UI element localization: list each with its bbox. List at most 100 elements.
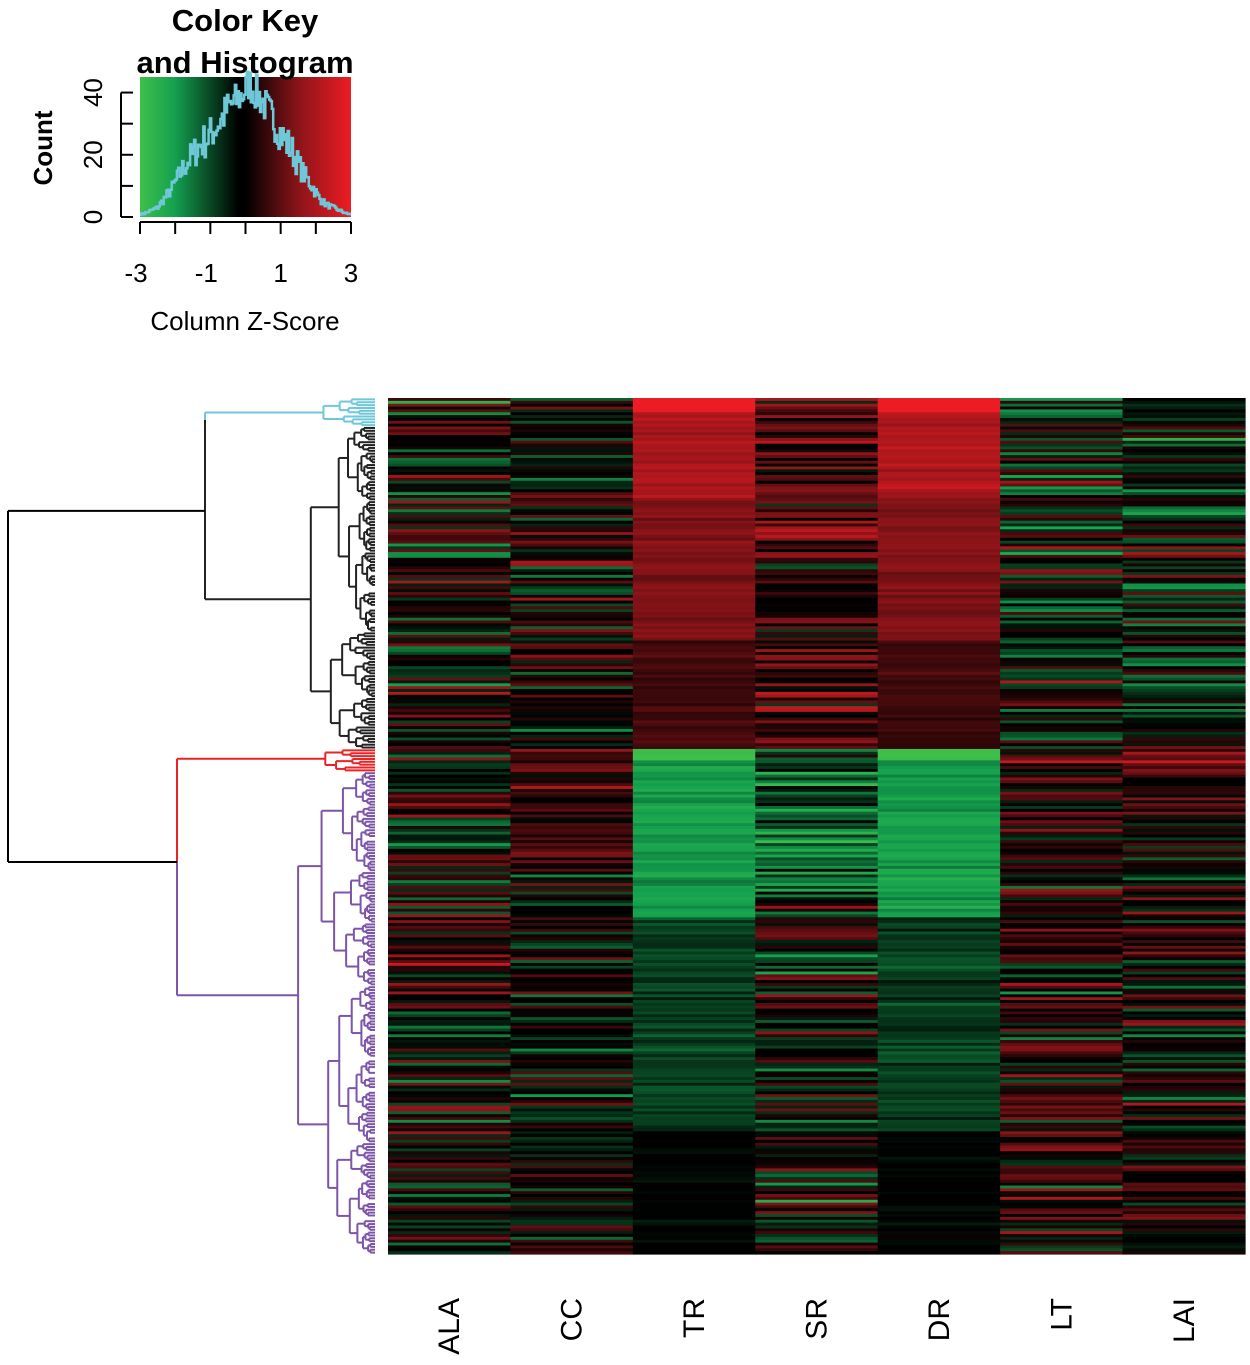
heatmap-cell	[632, 409, 756, 413]
heatmap-cell	[1000, 703, 1124, 707]
heatmap-cell	[388, 711, 512, 716]
heatmap-cell	[632, 962, 756, 967]
heatmap-cell	[877, 1085, 1001, 1090]
heatmap-cell	[632, 917, 756, 921]
heatmap-cell	[510, 754, 634, 759]
heatmap-cell	[1122, 512, 1246, 516]
heatmap-cell	[1122, 435, 1246, 439]
heatmap-cell	[1000, 757, 1124, 761]
heatmap-cell	[632, 791, 756, 796]
heatmap-cell	[755, 606, 879, 610]
heatmap-cell	[632, 1185, 756, 1189]
heatmap-cell	[1000, 514, 1124, 519]
heatmap-cell	[1122, 974, 1246, 978]
heatmap-cell	[755, 537, 879, 542]
heatmap-cell	[510, 480, 634, 485]
heatmap-cell	[755, 666, 879, 670]
heatmap-cell	[632, 1151, 756, 1155]
heatmap-cell	[877, 1119, 1001, 1124]
heatmap-cell	[1122, 894, 1246, 898]
heatmap-cell	[510, 1014, 634, 1018]
heatmap-cell	[1122, 734, 1246, 739]
heatmap-cell	[877, 629, 1001, 633]
heatmap-cell	[877, 1111, 1001, 1115]
heatmap-cell	[1000, 1242, 1124, 1247]
heatmap-cell	[877, 640, 1001, 644]
heatmap-cell	[755, 631, 879, 636]
heatmap-cell	[510, 1145, 634, 1150]
heatmap-cell	[388, 398, 512, 402]
heatmap-cell	[632, 623, 756, 627]
heatmap-cell	[1122, 671, 1246, 676]
heatmap-cell	[1000, 985, 1124, 990]
heatmap-cell	[877, 457, 1001, 462]
heatmap-cell	[1122, 1234, 1246, 1238]
heatmap-cell	[877, 497, 1001, 502]
heatmap-cell	[1122, 1231, 1246, 1235]
heatmap-cell	[510, 634, 634, 639]
heatmap-cell	[1000, 1162, 1124, 1167]
heatmap-cell	[1122, 1214, 1246, 1218]
heatmap-cell	[632, 1222, 756, 1227]
heatmap-cell	[388, 1134, 512, 1138]
heatmap-cell	[1122, 880, 1246, 884]
heatmap-cell	[632, 885, 756, 890]
heatmap-cell	[755, 1139, 879, 1144]
heatmap-cell	[1000, 423, 1124, 428]
heatmap-cell	[632, 1091, 756, 1095]
heatmap-cell	[1000, 997, 1124, 1001]
heatmap-cell	[877, 1239, 1001, 1244]
heatmap-cell	[755, 1119, 879, 1124]
heatmap-cell	[755, 700, 879, 704]
heatmap-cell	[1000, 1236, 1124, 1241]
heatmap-cell	[755, 1097, 879, 1101]
heatmap-cell	[1122, 609, 1246, 613]
heatmap-cell	[510, 794, 634, 799]
heatmap-cell	[388, 928, 512, 933]
heatmap-cell	[388, 626, 512, 630]
heatmap-cell	[877, 820, 1001, 824]
heatmap-cell	[632, 677, 756, 682]
heatmap-cell	[510, 928, 634, 933]
heatmap-cell	[510, 606, 634, 610]
heatmap-cell	[510, 757, 634, 761]
heatmap-cell	[1122, 783, 1246, 787]
heatmap-cell	[877, 923, 1001, 927]
heatmap-cell	[1122, 1037, 1246, 1041]
heatmap-cell	[1122, 1165, 1246, 1169]
heatmap-cell	[1000, 1228, 1124, 1232]
heatmap-cell	[1122, 426, 1246, 430]
heatmap-cell	[1000, 1234, 1124, 1238]
heatmap-cell	[510, 1205, 634, 1209]
heatmap-cell	[1000, 905, 1124, 910]
color-key-x-axis: -3 -1 1 3	[124, 221, 358, 288]
heatmap-cell	[388, 706, 512, 710]
heatmap-cell	[510, 694, 634, 699]
heatmap-cell	[755, 951, 879, 955]
heatmap-cell	[755, 552, 879, 556]
heatmap-cell	[755, 811, 879, 816]
heatmap-cell	[632, 717, 756, 722]
heatmap-cell	[755, 957, 879, 961]
heatmap-cell	[632, 1159, 756, 1164]
heatmap-cell	[1000, 928, 1124, 933]
heatmap-cell	[1000, 768, 1124, 773]
heatmap-cell	[388, 400, 512, 405]
heatmap-cell	[877, 691, 1001, 696]
heatmap-cell	[1000, 449, 1124, 453]
heatmap-cell	[1000, 808, 1124, 813]
heatmap-cell	[877, 1208, 1001, 1212]
heatmap-cell	[1122, 728, 1246, 733]
heatmap-cell	[632, 686, 756, 690]
heatmap-cell	[1122, 674, 1246, 679]
heatmap-cell	[755, 1174, 879, 1178]
heatmap-cell	[1000, 686, 1124, 690]
heatmap-cell	[510, 554, 634, 559]
heatmap-cell	[510, 760, 634, 764]
heatmap-cell	[755, 1137, 879, 1141]
heatmap-cell	[1122, 760, 1246, 764]
heatmap-cell	[755, 826, 879, 830]
heatmap-cell	[877, 1165, 1001, 1169]
heatmap-cell	[877, 671, 1001, 676]
heatmap-cell	[1000, 566, 1124, 570]
